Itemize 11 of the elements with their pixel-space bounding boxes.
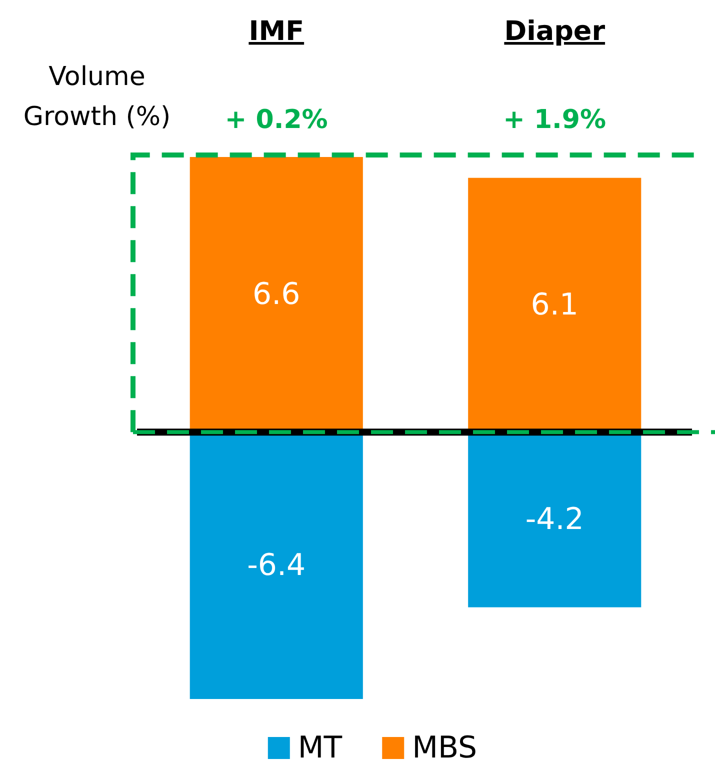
data-label: -4.2 <box>525 502 584 538</box>
data-label: 6.6 <box>252 277 300 312</box>
legend-label: MT <box>298 730 343 766</box>
y-axis-title: Volume Growth (%) <box>23 62 171 132</box>
total-label: + 0.2% <box>224 105 328 135</box>
data-label: -6.4 <box>247 548 306 584</box>
x-tick-label: Diaper <box>504 16 606 47</box>
x-tick-label: IMF <box>248 16 304 47</box>
data-label: 6.1 <box>530 288 578 323</box>
legend-label: MBS <box>412 730 478 766</box>
total-label: + 1.9% <box>503 105 606 135</box>
